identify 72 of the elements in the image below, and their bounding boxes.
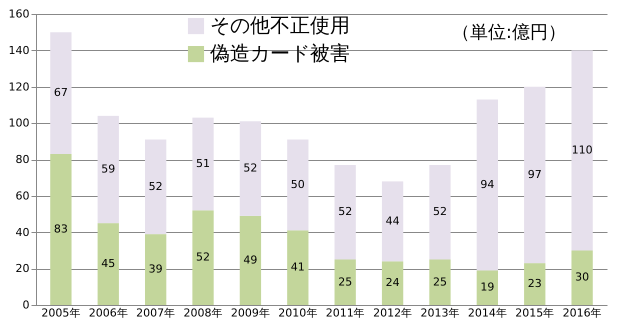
annotation: （単位:億円） — [452, 22, 566, 43]
data-label: 50 — [290, 178, 305, 191]
data-label: 52 — [243, 162, 258, 175]
bar — [98, 116, 119, 224]
legend-label: その他不正使用 — [210, 13, 350, 37]
data-label: 52 — [338, 205, 352, 218]
bar — [240, 216, 262, 305]
x-tick-label: 2016年 — [562, 306, 602, 320]
data-label: 45 — [101, 257, 116, 270]
y-tick-label: 60 — [16, 189, 30, 202]
y-tick-label: 40 — [16, 226, 30, 239]
x-tick-label: 2011年 — [326, 306, 365, 320]
bar — [287, 230, 308, 305]
bar — [429, 164, 451, 260]
x-tick-label: 2009年 — [230, 306, 270, 320]
bar — [524, 263, 546, 305]
data-label: 52 — [432, 205, 447, 218]
data-label: 49 — [243, 253, 258, 266]
data-label: 19 — [480, 280, 494, 294]
legend-label: 偽造カード被害 — [210, 41, 350, 65]
bar — [192, 118, 214, 210]
x-tick-label: 2012年 — [373, 306, 412, 320]
bar — [192, 210, 214, 305]
bar — [524, 86, 546, 264]
x-tick-label: 2014年 — [468, 306, 507, 320]
data-label: 52 — [148, 180, 163, 193]
data-label: 30 — [575, 270, 590, 284]
data-label: 83 — [54, 222, 68, 236]
bar — [476, 99, 498, 270]
bar — [476, 270, 498, 305]
y-tick-label: 120 — [8, 80, 30, 94]
data-label: 59 — [101, 162, 116, 176]
data-label: 23 — [528, 277, 542, 290]
bar — [571, 50, 593, 250]
bar — [429, 260, 451, 305]
data-label: 94 — [480, 178, 494, 191]
bar — [50, 154, 72, 305]
bar — [334, 260, 356, 305]
bar — [50, 32, 72, 154]
data-label: 41 — [290, 260, 305, 274]
bar — [382, 181, 404, 262]
x-tick-label: 2005年 — [41, 306, 80, 320]
bar — [287, 139, 308, 230]
x-tick-label: 2008年 — [184, 306, 223, 320]
bar — [334, 164, 356, 260]
data-label: 110 — [572, 143, 593, 156]
y-tick-label: 80 — [16, 153, 30, 166]
x-tick-label: 2007年 — [136, 306, 176, 320]
bar — [144, 139, 166, 234]
data-label: 51 — [196, 157, 210, 170]
data-label: 97 — [528, 168, 542, 181]
y-tick-label: 140 — [8, 44, 30, 57]
bar — [571, 250, 593, 305]
x-tick-label: 2013年 — [420, 306, 460, 320]
y-tick-label: 0 — [22, 298, 30, 312]
x-tick-label: 2010年 — [278, 306, 318, 320]
bar — [98, 223, 119, 305]
data-label: 67 — [54, 86, 68, 100]
data-label: 39 — [148, 262, 163, 276]
y-tick-label: 160 — [8, 8, 30, 20]
data-label: 44 — [386, 214, 400, 228]
bar — [382, 261, 404, 305]
y-tick-label: 100 — [8, 116, 30, 130]
data-label: 52 — [196, 250, 210, 264]
bar — [144, 234, 166, 305]
y-tick-label: 20 — [16, 262, 30, 276]
data-label: 25 — [432, 275, 447, 288]
data-label: 25 — [338, 275, 352, 288]
x-tick-label: 2006年 — [88, 306, 128, 320]
x-tick-label: 2015年 — [515, 306, 554, 320]
bar — [240, 121, 262, 216]
data-label: 24 — [386, 276, 400, 290]
